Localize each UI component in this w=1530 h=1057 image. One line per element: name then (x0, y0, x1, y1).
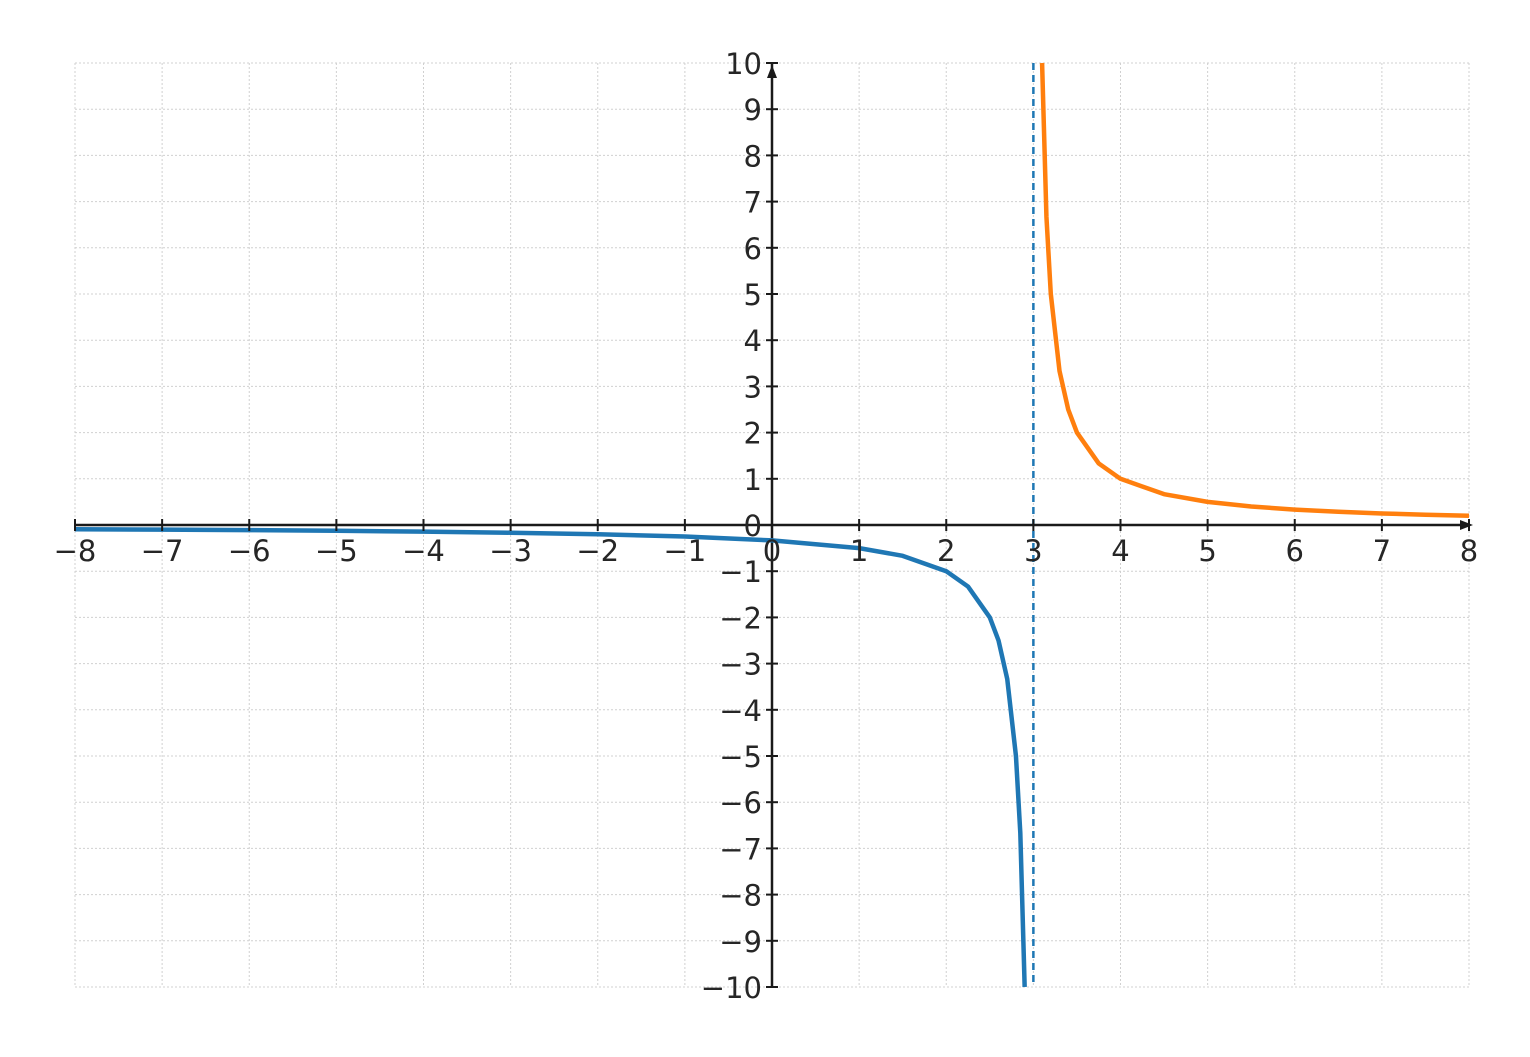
x-axis-arrow-icon (1460, 520, 1473, 530)
y-tick-label: 5 (744, 278, 762, 312)
y-tick-label: 7 (744, 186, 762, 220)
x-tick-label: −5 (315, 534, 358, 568)
y-tick-label: 2 (744, 417, 762, 451)
x-tick-label: 5 (1198, 534, 1216, 568)
x-tick-label: 8 (1460, 534, 1478, 568)
y-tick-label: −1 (719, 555, 762, 589)
y-tick-label: 6 (744, 232, 762, 266)
y-tick-label: 0 (744, 509, 762, 543)
y-tick-label: 8 (744, 139, 762, 173)
x-tick-label: −2 (576, 534, 619, 568)
x-tick-label: 0 (763, 534, 781, 568)
x-tick-label: −1 (664, 534, 707, 568)
x-tick-label: −6 (228, 534, 271, 568)
y-tick-label: −2 (719, 601, 762, 635)
y-tick-label: 10 (725, 47, 762, 81)
series-line-2 (1039, 62, 1470, 519)
y-tick-label: −10 (701, 971, 762, 1005)
y-axis-arrow-icon (767, 65, 777, 78)
y-tick-label: 9 (744, 93, 762, 127)
x-tick-label: 6 (1286, 534, 1304, 568)
x-tick-label: 1 (850, 534, 868, 568)
y-tick-label: 4 (744, 324, 762, 358)
y-tick-label: −6 (719, 786, 762, 820)
x-tick-label: −4 (402, 534, 445, 568)
y-tick-label: 1 (744, 463, 762, 497)
x-tick-label: 2 (937, 534, 955, 568)
y-tick-label: 3 (744, 370, 762, 404)
y-tick-label: −7 (719, 832, 762, 866)
y-tick-label: −8 (719, 879, 762, 913)
y-tick-label: −4 (719, 694, 762, 728)
y-tick-label: −3 (719, 648, 762, 682)
y-tick-label: −5 (719, 740, 762, 774)
x-tick-label: 3 (1024, 534, 1042, 568)
y-tick-label: −9 (719, 925, 762, 959)
x-tick-label: 7 (1373, 534, 1391, 568)
x-tick-label: 4 (1111, 534, 1129, 568)
x-tick-label: −8 (54, 534, 97, 568)
x-tick-label: −7 (141, 534, 184, 568)
x-tick-label: −3 (489, 534, 532, 568)
series-line-1 (74, 526, 1027, 988)
x-tick-layer: −8 −7 −6 −5 −4 −3 −2 −1 0 1 2 3 4 5 6 7 8 (54, 519, 1478, 568)
